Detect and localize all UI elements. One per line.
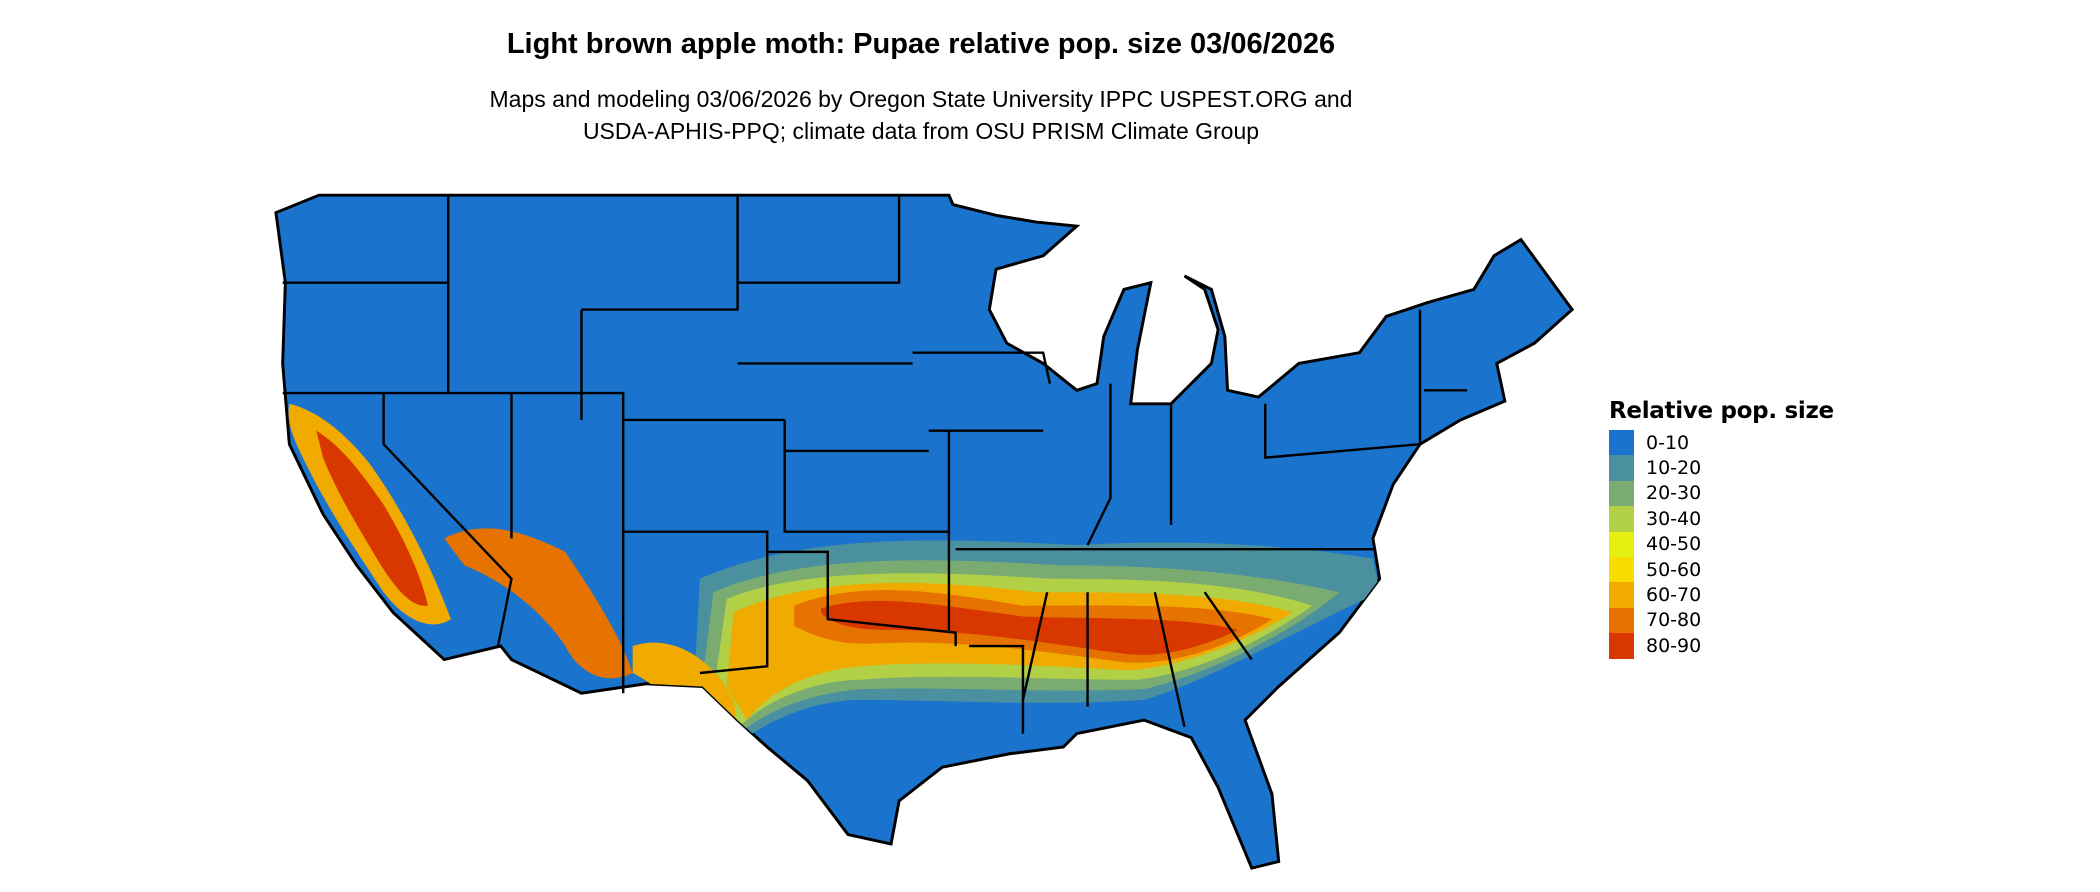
legend-swatch [1609,582,1634,608]
legend-label: 50-60 [1646,558,1702,581]
legend-swatch [1609,633,1634,659]
legend-swatch [1609,531,1634,557]
legend-swatch [1609,480,1634,507]
legend-swatch [1609,430,1634,456]
zone-california-2 [316,430,429,606]
legend-item: 30-40 [1609,506,1834,532]
legend-item: 70-80 [1609,607,1834,634]
legend-label: 10-20 [1646,457,1702,480]
legend-label: 80-90 [1646,634,1702,657]
legend-item: 10-20 [1609,455,1834,481]
legend-title: Relative pop. size [1609,398,1834,424]
zone-west-desert [444,528,633,679]
legend-item: 50-60 [1609,556,1834,583]
legend-swatch [1609,506,1634,532]
map-title: Light brown apple moth: Pupae relative p… [506,28,1336,60]
legend-label: 40-50 [1646,533,1702,556]
map-subtitle-line-1: Maps and modeling 03/06/2026 by Oregon S… [489,86,1353,112]
legend-item: 0-10 [1609,430,1834,456]
legend-label: 0-10 [1646,431,1690,454]
legend-label: 20-30 [1646,482,1702,505]
population-overlay [288,403,1380,754]
legend-swatch [1609,455,1634,481]
state-borders [282,195,1468,734]
legend-swatch [1609,607,1634,634]
zone-80-90 [821,600,1239,655]
legend-label: 30-40 [1646,507,1702,530]
legend-item: 20-30 [1609,480,1834,507]
map-subtitle-line-2: USDA-APHIS-PPQ; climate data from OSU PR… [582,118,1260,144]
legend-swatch [1609,556,1634,583]
legend-label: 70-80 [1646,609,1702,632]
legend-item: 40-50 [1609,531,1834,557]
legend: Relative pop. size 0-10 10-20 20-30 30-40 40… [1609,398,1834,659]
legend-item: 60-70 [1609,582,1834,608]
legend-item: 80-90 [1609,633,1834,659]
legend-label: 60-70 [1646,584,1702,607]
